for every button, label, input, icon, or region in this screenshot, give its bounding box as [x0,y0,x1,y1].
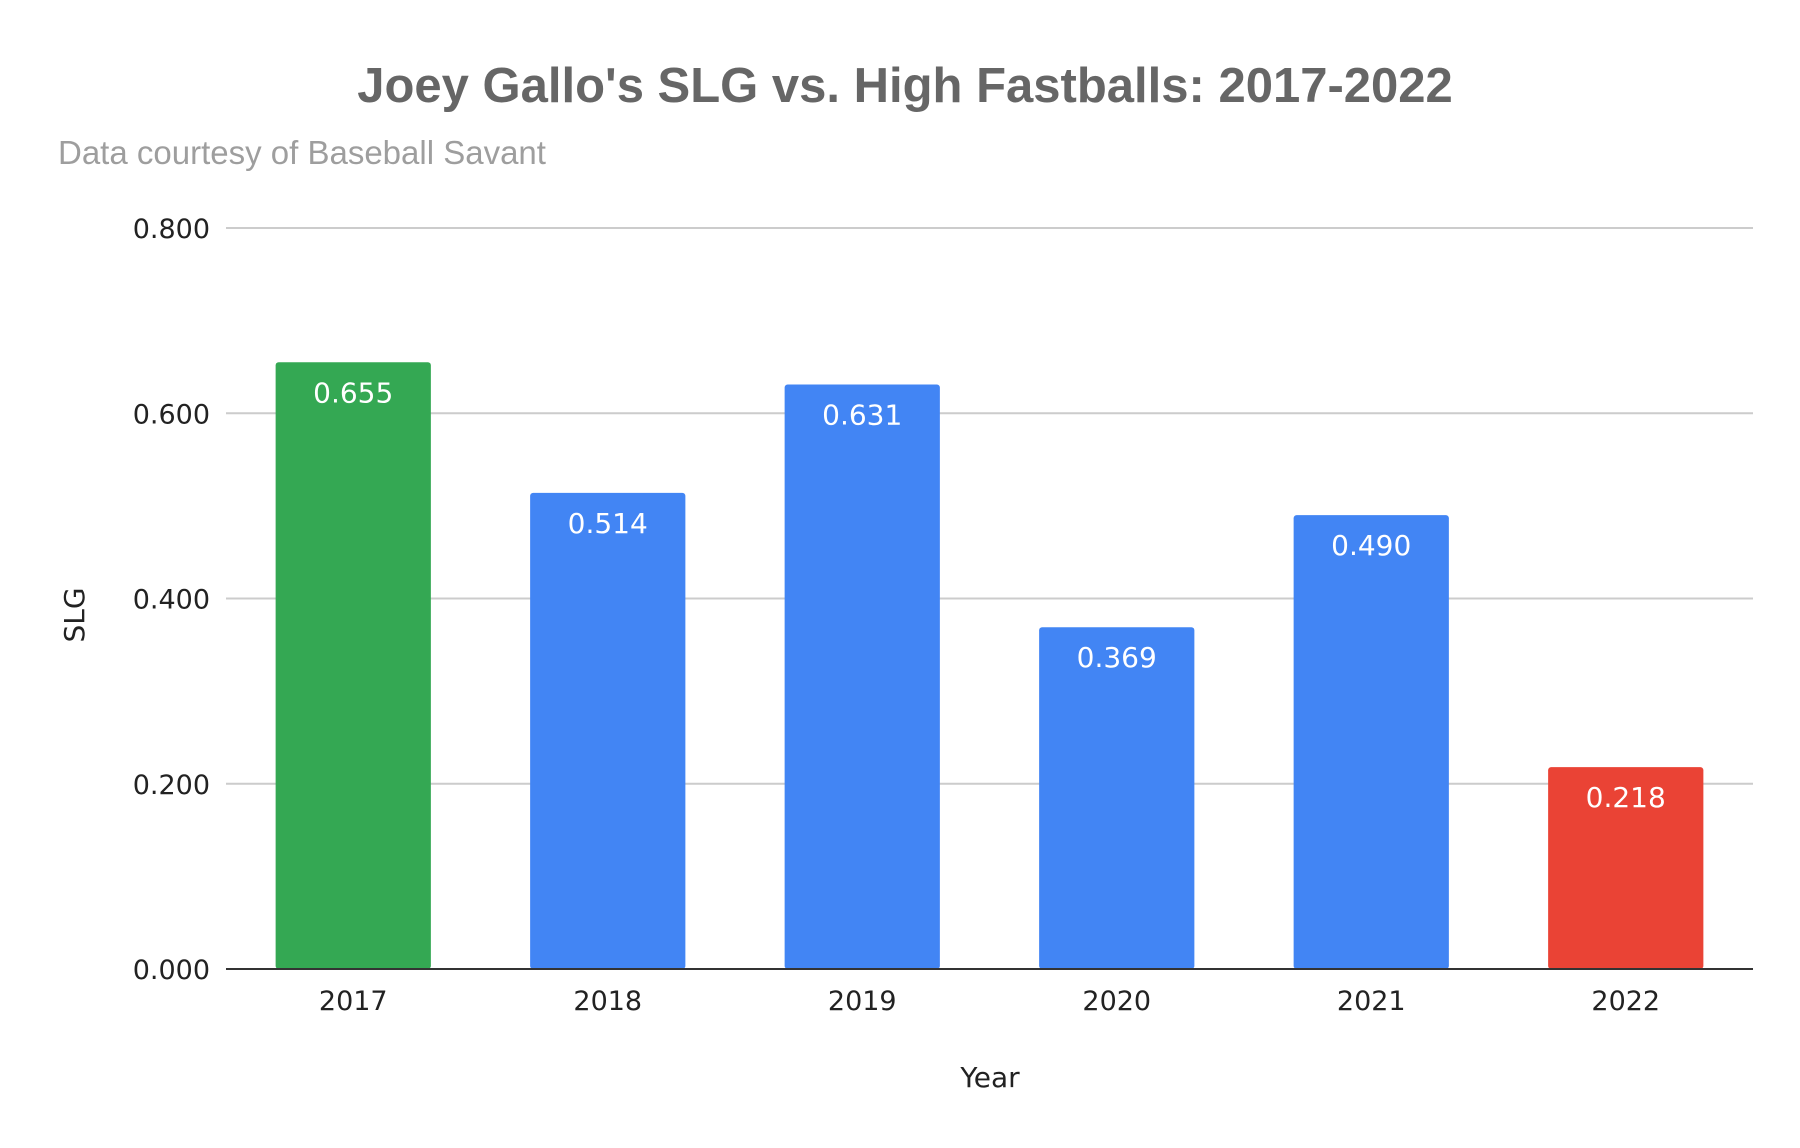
y-tick-label: 0.000 [133,955,210,986]
x-axis-ticks: 2017 2018 2019 2020 2021 2022 [319,986,1660,1017]
x-tick-label: 2019 [828,986,897,1017]
bar-2019 [784,384,940,969]
x-axis-title: Year [959,1061,1020,1094]
y-axis-title: SLG [58,587,91,642]
data-label-2018: 0.514 [568,507,648,540]
x-tick-label: 2017 [319,986,388,1017]
bar-2018 [530,492,686,969]
bar-2022 [1548,767,1704,969]
y-axis-ticks: 0.000 0.200 0.400 0.600 0.800 [133,214,210,986]
data-label-2020: 0.369 [1077,641,1157,674]
bar-data-labels: 0.655 0.514 0.631 0.369 0.490 0.218 [313,376,1666,814]
data-label-2017: 0.655 [313,376,393,409]
x-tick-label: 2018 [573,986,642,1017]
chart-title: Joey Gallo's SLG vs. High Fastballs: 201… [357,59,1453,113]
chart-subtitle: Data courtesy of Baseball Savant [58,134,546,171]
y-tick-label: 0.600 [133,399,210,430]
bar-2020 [1039,627,1195,969]
bars [275,362,1704,969]
data-label-2022: 0.218 [1586,781,1666,814]
x-tick-label: 2022 [1591,986,1660,1017]
y-tick-label: 0.400 [133,585,210,616]
x-tick-label: 2021 [1337,986,1406,1017]
data-label-2019: 0.631 [822,399,902,432]
x-tick-label: 2020 [1082,986,1151,1017]
gridlines [226,227,1753,785]
bar-2017 [275,362,431,969]
data-label-2021: 0.490 [1331,529,1411,562]
y-tick-label: 0.200 [133,770,210,801]
bar-2021 [1293,515,1449,969]
y-tick-label: 0.800 [133,214,210,245]
